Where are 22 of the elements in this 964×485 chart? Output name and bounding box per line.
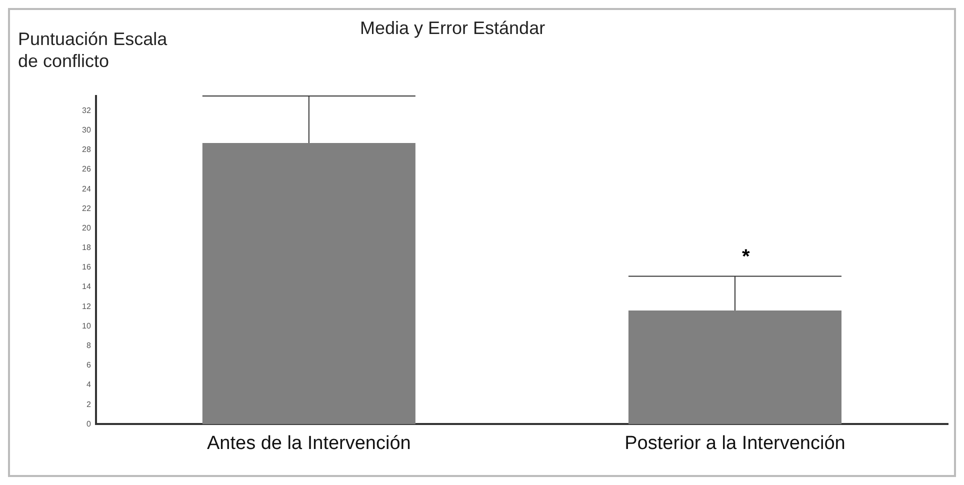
- y-tick-label: 30: [82, 125, 92, 134]
- x-tick-label: Posterior a la Intervención: [624, 432, 846, 454]
- y-tick-label: 10: [82, 321, 92, 330]
- y-tick-label: 12: [82, 302, 92, 311]
- y-tick-label: 28: [82, 145, 92, 154]
- y-axis-title: Puntuación Escala de conflicto: [18, 28, 168, 72]
- y-tick-label: 26: [82, 164, 92, 174]
- y-tick-label: 18: [82, 243, 92, 252]
- y-tick-label: 2: [86, 400, 92, 409]
- x-tick-label: Antes de la Intervención: [206, 432, 411, 454]
- y-tick-label: 4: [86, 380, 92, 390]
- y-tick-label: 22: [82, 204, 92, 213]
- y-tick-label: 32: [82, 106, 92, 115]
- y-tick-label: 14: [82, 282, 92, 292]
- y-tick-label: 24: [82, 184, 92, 194]
- annotation: *: [742, 246, 750, 269]
- y-tick-label: 8: [86, 341, 92, 350]
- y-tick-label: 16: [82, 262, 92, 272]
- chart-title: Media y Error Estándar: [360, 18, 546, 39]
- y-tick-label: 20: [82, 223, 92, 232]
- y-tick-label: 0: [86, 419, 92, 428]
- y-tick-label: 6: [86, 360, 92, 370]
